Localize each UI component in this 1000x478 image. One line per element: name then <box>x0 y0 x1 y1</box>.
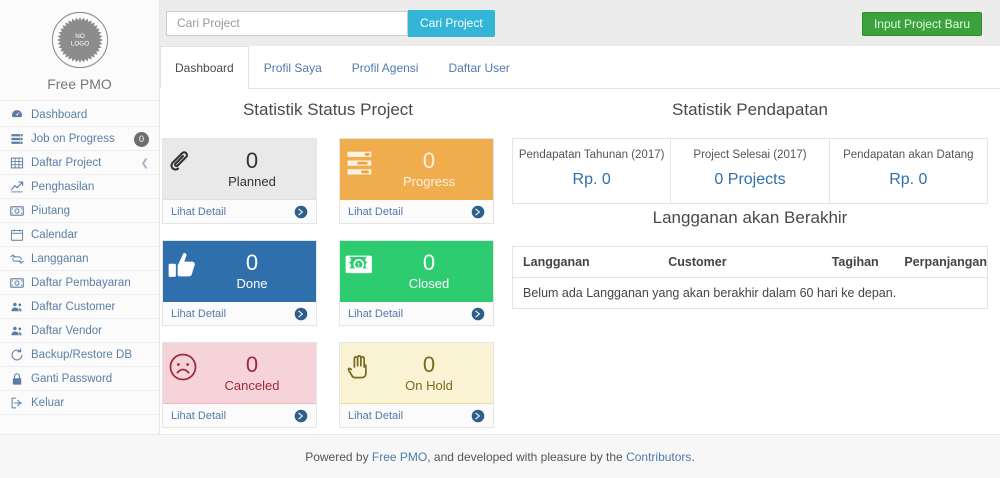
svg-text:NO: NO <box>75 33 85 40</box>
svg-text:1: 1 <box>357 262 361 269</box>
svg-text:LOGO: LOGO <box>70 40 88 47</box>
